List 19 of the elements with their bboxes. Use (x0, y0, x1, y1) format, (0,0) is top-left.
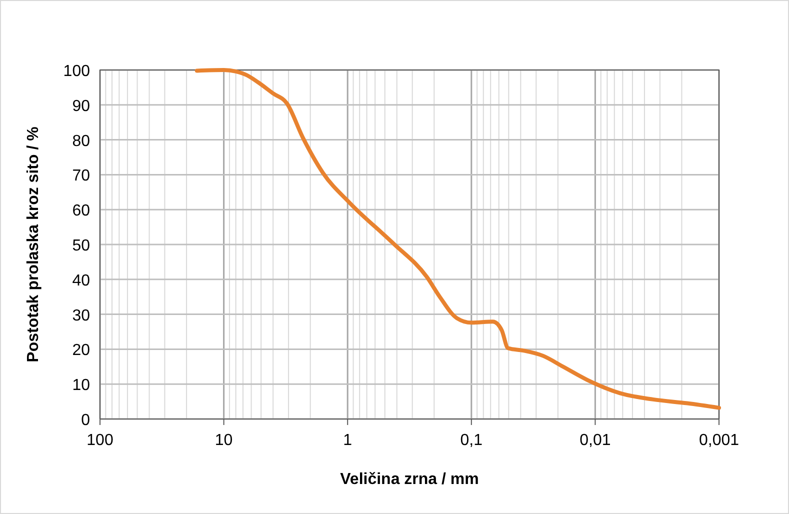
x-axis-title: Veličina zrna / mm (340, 471, 479, 488)
x-tick-label: 0,001 (698, 432, 740, 449)
x-tick-label: 0,1 (460, 432, 483, 449)
y-tick-label: 20 (72, 342, 90, 360)
x-tick-label: 10 (214, 432, 233, 449)
y-tick-label: 70 (72, 168, 90, 185)
x-tick-label: 1 (343, 432, 352, 449)
y-tick-label: 60 (72, 202, 90, 220)
y-tick-label: 10 (72, 377, 90, 394)
y-tick-label: 0 (81, 412, 90, 429)
y-axis-title: Postotak prolaska kroz sito / % (25, 126, 42, 362)
y-tick-label: 80 (72, 132, 90, 150)
x-tick-label: 100 (86, 432, 114, 449)
y-tick-label: 40 (72, 272, 90, 290)
y-tick-label: 50 (72, 238, 90, 254)
x-tick-label: 0,01 (580, 432, 611, 449)
y-tick-label: 90 (72, 98, 90, 115)
y-tick-label: 30 (72, 307, 90, 324)
y-tick-label: 100 (63, 63, 90, 80)
